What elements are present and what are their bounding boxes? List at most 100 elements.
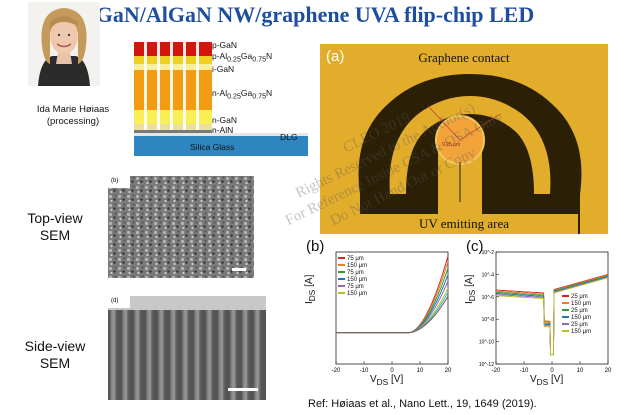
reference-citation: Ref: Høiaas et al., Nano Lett., 19, 1649…	[308, 398, 537, 410]
side-sem-tag: (d)	[111, 298, 119, 304]
legend-swatch	[562, 302, 569, 305]
legend-entry: 25 μm	[562, 308, 591, 315]
n-aln-layer	[134, 130, 212, 133]
layer-label-dlg: DLG	[280, 132, 298, 142]
legend-swatch	[338, 264, 345, 267]
nanowire-array	[134, 42, 212, 130]
y-tick-label: 10^-12	[479, 362, 494, 368]
plot-b-xlabel: VDS [V]	[370, 374, 404, 387]
plot-c: -20 -10 0 10 20 10^-2 10^-4 10^-6 10^-8 10^-10 10^…	[462, 238, 612, 390]
legend-label: 150 μm	[571, 329, 592, 335]
legend-label: 75 μm	[347, 270, 364, 276]
portrait-photo	[28, 2, 100, 86]
legend-entry: 150 μm	[338, 291, 367, 298]
uv-emitting-area-label: UV emitting area	[418, 216, 509, 231]
legend-label: 25 μm	[571, 322, 588, 328]
layer-label-p-gan: p-GaN	[212, 40, 238, 50]
legend-swatch	[562, 316, 569, 319]
top-sem-tag: (b)	[111, 178, 119, 184]
x-tick-label: 20	[445, 368, 452, 374]
plot-b-ylabel: IDS [A]	[304, 274, 317, 304]
top-view-sem-label: Top-view SEM	[10, 210, 100, 244]
side-sem-scale-bar	[228, 388, 258, 391]
plot-b-tag: (b)	[306, 238, 325, 255]
plot-c-frame	[495, 251, 609, 365]
legend-entry: 75 μm	[338, 256, 367, 263]
y-tick-label: 10^-4	[482, 272, 495, 278]
legend-label: 150 μm	[347, 291, 368, 297]
log-iv-curve	[496, 277, 609, 356]
micrograph-panel-a: (a) Graphene contact UV emitting area 9.…	[320, 44, 608, 234]
legend-label: 150 μm	[571, 301, 592, 307]
legend-entry: 25 μm	[562, 322, 591, 329]
legend-swatch	[338, 285, 345, 288]
legend-entry: 25 μm	[562, 294, 591, 301]
dlg-layer	[134, 133, 308, 136]
legend-swatch	[562, 295, 569, 298]
plot-c-tag: (c)	[466, 238, 484, 255]
x-tick-label: -20	[332, 368, 341, 374]
side-view-label-line2: SEM	[39, 355, 71, 371]
side-view-label-line1: Side-view	[24, 338, 86, 354]
x-tick-label: -10	[520, 368, 529, 374]
legend-label: 75 μm	[347, 284, 364, 290]
plot-c-ylabel: IDS [A]	[464, 274, 477, 304]
legend-entry: 150 μm	[562, 329, 591, 336]
side-view-sem-label: Side-view SEM	[10, 338, 100, 372]
legend-label: 25 μm	[571, 308, 588, 314]
legend-swatch	[562, 330, 569, 333]
plot-b-legend: 75 μm 150 μm 75 μm 150 μm 75 μm 150 μm	[338, 256, 367, 298]
y-tick-label: 10^-6	[482, 295, 495, 301]
side-view-sem-image: (d)	[108, 296, 266, 400]
top-sem-scale-bar	[232, 268, 246, 271]
x-tick-label: -10	[360, 368, 369, 374]
legend-label: 150 μm	[347, 263, 368, 269]
x-tick-label: 10	[417, 368, 424, 374]
layer-label-n-algan: n-Al0.25Ga0.75N	[212, 88, 273, 101]
top-view-label-line2: SEM	[39, 227, 71, 243]
legend-swatch	[338, 292, 345, 295]
legend-entry: 150 μm	[562, 301, 591, 308]
x-tick-label: 0	[550, 368, 554, 374]
legend-entry: 150 μm	[338, 263, 367, 270]
y-tick-label: 10^-8	[482, 317, 495, 323]
legend-entry: 75 μm	[338, 284, 367, 291]
person-role: (processing)	[46, 116, 100, 127]
plot-c-legend: 25 μm 150 μm 25 μm 150 μm 25 μm 150 μm	[562, 294, 591, 336]
legend-entry: 150 μm	[562, 315, 591, 322]
layer-label-p-algan: p-Al0.25Ga0.75N	[212, 51, 273, 64]
person-name: Ida Marie Høiaas	[36, 104, 110, 115]
legend-swatch	[338, 257, 345, 260]
x-tick-label: 0	[390, 368, 394, 374]
top-view-label-line1: Top-view	[27, 210, 83, 226]
legend-swatch	[338, 271, 345, 274]
legend-label: 150 μm	[347, 277, 368, 283]
legend-swatch	[338, 278, 345, 281]
y-tick-label: 10^-2	[482, 250, 495, 256]
slide-title: GaN/AlGaN NW/graphene UVA flip-chip LED	[95, 2, 535, 27]
person-caption: Ida Marie Høiaas (processing)	[8, 104, 138, 128]
layer-label-n-gan: n-GaN	[212, 115, 238, 125]
silica-glass-layer	[134, 136, 308, 156]
legend-swatch	[562, 309, 569, 312]
legend-entry: 150 μm	[338, 277, 367, 284]
x-tick-label: 20	[605, 368, 612, 374]
top-view-sem-image: (b)	[108, 176, 254, 278]
x-tick-label: -20	[492, 368, 501, 374]
layer-label-n-aln: n-AlN	[212, 125, 234, 135]
graphene-contact-label: Graphene contact	[418, 50, 510, 65]
graphene-contact-pad	[320, 44, 608, 234]
layer-label-i-gan: i-GaN	[212, 64, 235, 74]
micro-scale-text: 9.25 μm	[442, 142, 461, 148]
legend-entry: 75 μm	[338, 270, 367, 277]
legend-label: 75 μm	[347, 256, 364, 262]
y-tick-label: 10^-10	[479, 340, 494, 346]
x-tick-label: 10	[577, 368, 584, 374]
legend-label: 25 μm	[571, 294, 588, 300]
legend-swatch	[562, 323, 569, 326]
layer-label-silica-glass: Silica Glass	[190, 142, 235, 152]
led-structure-diagram: p-GaN p-Al0.25Ga0.75N i-GaN n-Al0.25Ga0.…	[130, 36, 310, 166]
iv-curve	[336, 296, 449, 334]
plot-b: -20 -10 0 10 20 (b) IDS [A] VDS [V] 75 μm 150…	[302, 238, 452, 390]
plot-c-xlabel: VDS [V]	[530, 374, 564, 387]
